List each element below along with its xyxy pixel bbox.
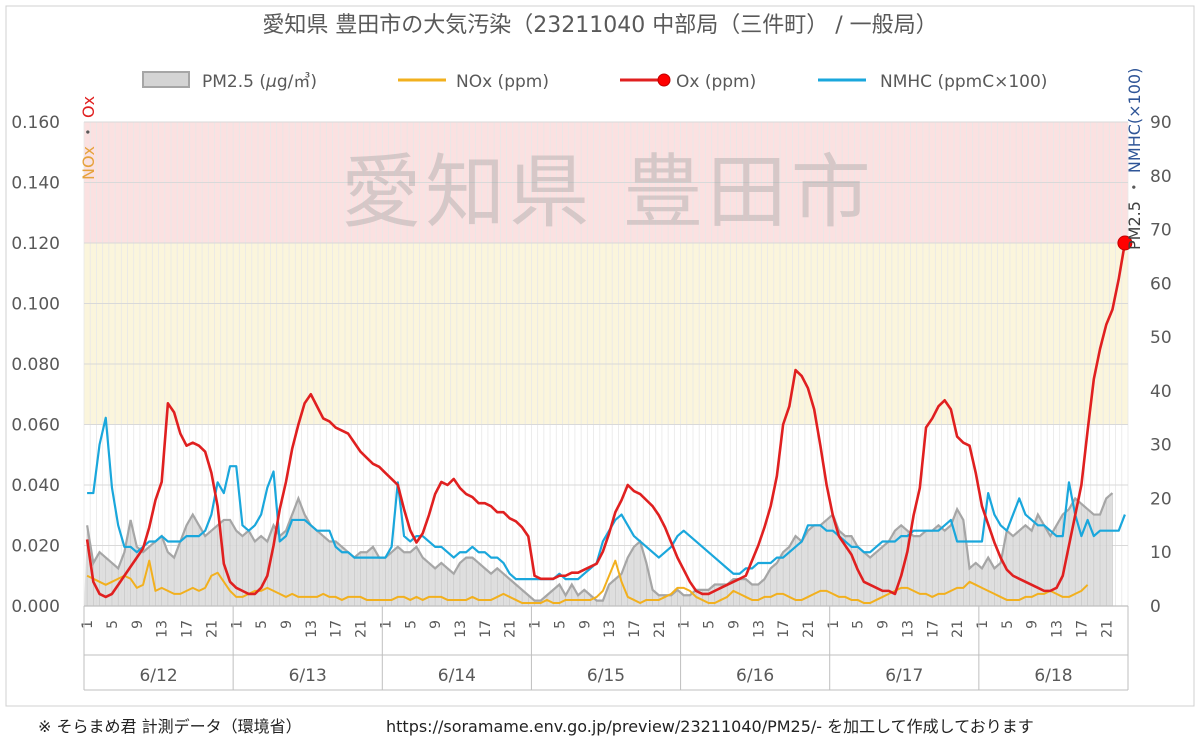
right-tick-label: 10 (1150, 543, 1172, 563)
x-hour-tick-label: 13 (1050, 620, 1066, 638)
day-label: 6/15 (587, 666, 625, 686)
x-hour-tick-label: 5 (403, 620, 419, 629)
x-hour-tick-label: 21 (1099, 620, 1115, 638)
x-hour-tick-label: 1 (826, 620, 842, 629)
x-hour-tick-label: 13 (453, 620, 469, 638)
legend-swatch-pm25 (142, 71, 190, 88)
x-hour-tick-label: 1 (528, 620, 544, 629)
left-tick-label: 0.040 (11, 476, 60, 496)
legend-item-nox: NOx (ppm) (398, 72, 549, 92)
x-hour-tick-label: 13 (751, 620, 767, 638)
left-tick-label: 0.060 (11, 416, 60, 436)
legend-marker-ox (657, 73, 671, 87)
right-tick-label: 60 (1150, 274, 1172, 294)
right-tick-label: 40 (1150, 382, 1172, 402)
left-tick-label: 0.100 (11, 295, 60, 315)
left-tick-label: 0.140 (11, 174, 60, 194)
legend-label-nox: NOx (ppm) (456, 72, 549, 92)
left-tick-label: 0.080 (11, 355, 60, 375)
legend: PM2.5 (μg/㎥) NOx (ppm) Ox (ppm) NMHC (pp… (142, 71, 1047, 92)
day-label: 6/14 (438, 666, 476, 686)
x-hour-tick-label: 5 (254, 620, 270, 629)
left-tick-label: 0.020 (11, 537, 60, 557)
footer-source: ※ そらまめ君 計測データ（環境省） (38, 717, 302, 736)
x-hour-tick-label: 21 (503, 620, 519, 638)
watermark: 愛知県 豊田市 (341, 146, 874, 239)
left-tick-label: 0.000 (11, 597, 60, 617)
x-hour-tick-label: 17 (776, 620, 792, 638)
day-label: 6/17 (885, 666, 923, 686)
x-hour-tick-label: 5 (851, 620, 867, 629)
legend-label-ox: Ox (ppm) (676, 72, 756, 92)
x-hour-tick-label: 17 (1074, 620, 1090, 638)
left-axis-title: NOx・Ox (79, 96, 98, 180)
right-tick-label: 70 (1150, 221, 1172, 241)
x-hour-tick-label: 21 (652, 620, 668, 638)
x-hour-tick-label: 17 (329, 620, 345, 638)
x-hour-tick-label: 1 (229, 620, 245, 629)
right-tick-label: 30 (1150, 436, 1172, 456)
x-hour-tick-label: 17 (180, 620, 196, 638)
day-label: 6/18 (1034, 666, 1072, 686)
x-hour-tick-label: 17 (627, 620, 643, 638)
series-layer (84, 235, 1133, 606)
x-hour-tick-label: 13 (602, 620, 618, 638)
x-hour-tick-label: 13 (304, 620, 320, 638)
chart-title: 愛知県 豊田市の大気汚染（23211040 中部局（三件町） / 一般局） (262, 13, 937, 38)
x-axis: 1 5 9 13 17 216/121 5 9 13 17 216/131 5 9 13 17 216/141… (80, 605, 1129, 691)
chart-border (5, 5, 1195, 707)
ox-latest-point (1117, 235, 1133, 251)
left-axis-ticks: 0.000 0.020 0.040 0.060 0.080 0.100 0.120 0.140… (11, 113, 60, 617)
x-hour-tick-label: 21 (950, 620, 966, 638)
x-hour-tick-label: 1 (80, 620, 96, 629)
left-tick-label: 0.160 (11, 113, 60, 133)
x-hour-tick-label: 17 (925, 620, 941, 638)
legend-item-pm25: PM2.5 (μg/㎥) (142, 71, 317, 92)
x-hour-tick-label: 5 (702, 620, 718, 629)
x-hour-tick-label: 9 (279, 620, 295, 629)
day-label: 6/16 (736, 666, 774, 686)
x-hour-tick-label: 1 (677, 620, 693, 629)
x-hour-tick-label: 9 (130, 620, 146, 629)
day-label: 6/13 (289, 666, 327, 686)
x-hour-tick-label: 5 (105, 620, 121, 629)
right-axis-title: PM2.5・NMHC(×100) (1125, 68, 1144, 250)
x-hour-tick-label: 1 (975, 620, 991, 629)
footer-url-note: https://soramame.env.go.jp/preview/23211… (386, 717, 1034, 736)
legend-item-nmhc: NMHC (ppmC×100) (818, 72, 1047, 92)
x-hour-tick-label: 13 (155, 620, 171, 638)
legend-label-nmhc: NMHC (ppmC×100) (880, 72, 1047, 92)
x-hour-tick-label: 21 (204, 620, 220, 638)
series-nox-line (86, 559, 1089, 604)
x-hour-tick-label: 9 (428, 620, 444, 629)
legend-label-pm25: PM2.5 (μg/㎥) (202, 72, 317, 92)
day-label: 6/12 (139, 666, 177, 686)
legend-item-ox: Ox (ppm) (620, 72, 756, 92)
x-hour-tick-label: 9 (1025, 620, 1041, 629)
series-ox-line (85, 242, 1127, 599)
right-tick-label: 90 (1150, 113, 1172, 133)
right-tick-label: 50 (1150, 328, 1172, 348)
series-pm25-area (84, 493, 1113, 606)
x-hour-tick-label: 21 (354, 620, 370, 638)
x-hour-tick-label: 5 (552, 620, 568, 629)
right-tick-label: 0 (1150, 597, 1161, 617)
right-tick-label: 80 (1150, 167, 1172, 187)
left-tick-label: 0.120 (11, 234, 60, 254)
x-hour-tick-label: 9 (876, 620, 892, 629)
x-hour-tick-label: 13 (900, 620, 916, 638)
x-hour-tick-label: 17 (478, 620, 494, 638)
x-hour-tick-label: 9 (726, 620, 742, 629)
right-axis-ticks: 0 10 20 30 40 50 60 70 80 90 (1150, 113, 1172, 617)
series-nmhc-line (87, 416, 1126, 581)
x-hour-tick-label: 9 (577, 620, 593, 629)
x-hour-tick-label: 21 (801, 620, 817, 638)
x-hour-tick-label: 5 (1000, 620, 1016, 629)
right-tick-label: 20 (1150, 489, 1172, 509)
x-hour-tick-label: 1 (378, 620, 394, 629)
